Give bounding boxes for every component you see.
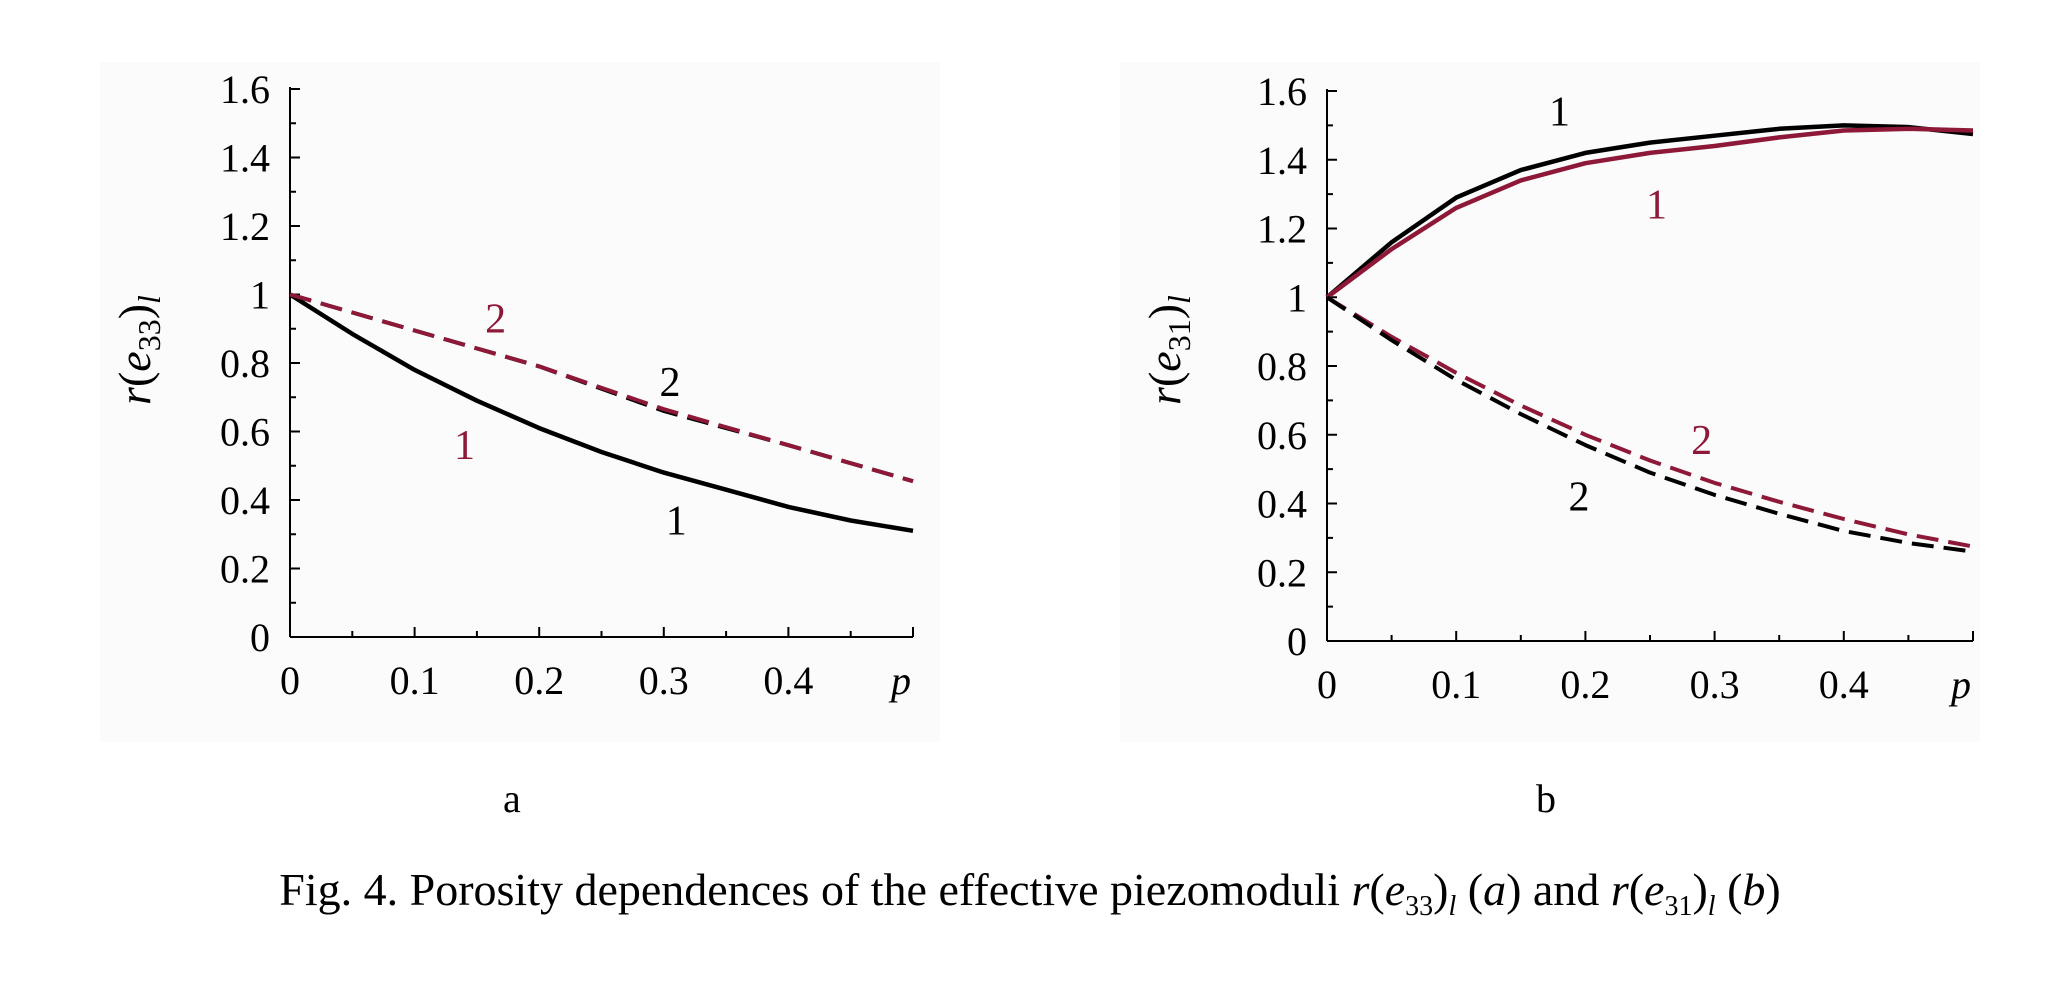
curve-annotation: 2 [1691,418,1712,464]
y-tick-label: 0 [1287,619,1307,664]
curve-annotation: 2 [660,360,681,406]
subfigure-label-a: a [503,776,521,821]
x-tick-label: 0.2 [1560,662,1610,707]
svg-text:r(e33)l: r(e33)l [109,295,167,405]
chart-panel-a: 0 0.2 0.4 0.6 0.8 1 1.2 1.4 1.6 0 0.1 0.2 0.3 0.4 p r(e… [109,67,914,703]
panel-a-background [100,62,940,742]
caption-symbol-b: r(e31)l [1610,864,1716,923]
y-tick-label: 0.6 [1257,413,1307,458]
x-tick-label: 0.2 [514,658,564,703]
x-tick-label: 0 [280,658,300,703]
y-tick-label: 0.4 [1257,482,1307,527]
figure-caption: Fig. 4. Porosity dependences of the effe… [279,864,1781,923]
x-tick-label: 0.3 [1690,662,1740,707]
x-tick-label: 0.1 [390,658,440,703]
y-tick-label: 1.4 [220,136,270,181]
curve-annotation: 1 [666,499,687,545]
y-tick-label: 1.2 [220,204,270,249]
x-axis-label: p [888,658,911,703]
y-tick-label: 0.6 [220,410,270,455]
y-tick-label: 0.8 [220,341,270,386]
curve-annotation: 2 [485,296,506,342]
curve-annotation: 2 [1568,475,1589,521]
subfigure-label-b: b [1536,776,1556,821]
series-line-2-dashed-2 [1325,295,1974,549]
series-line-1-solid-0 [288,292,914,534]
caption-symbol-a: r(e33)l [1351,864,1457,923]
caption-and: and [1532,864,1600,915]
y-axis-label: r(e31)l [1139,295,1197,405]
series-line-2-dashed-2 [289,292,914,484]
chart-panel-b: 0 0.2 0.4 0.6 0.8 1 1.2 1.4 1.6 0 0.1 0.2 0.3 0.4 p r(e… [1139,69,1974,707]
series-line-1-solid-0 [1325,123,1974,300]
y-tick-label: 1 [1287,275,1307,320]
caption-prefix: Fig. 4. Porosity dependences of the effe… [279,864,1340,915]
y-tick-label: 0.2 [1257,550,1307,595]
x-tick-label: 0.1 [1431,662,1481,707]
y-tick-label: 1.4 [1257,138,1307,183]
y-tick-label: 0.4 [220,478,270,523]
series-line-1-solid-1 [1325,126,1974,300]
curve-annotation: 1 [454,423,475,469]
panel-b-background [1120,62,1980,742]
x-tick-label: 0 [1317,662,1337,707]
x-tick-label: 0.3 [639,658,689,703]
y-tick-label: 1.6 [1257,69,1307,114]
series-line-2-dashed-3 [1325,295,1974,554]
y-axis-label: r(e33)l [109,295,167,405]
y-tick-label: 1.2 [1257,207,1307,252]
curve-annotation: 1 [1549,90,1570,136]
caption-a: a [1483,864,1507,915]
y-tick-label: 0.2 [220,547,270,592]
x-tick-label: 0.4 [1819,662,1869,707]
caption-b: b [1742,864,1766,915]
y-tick-label: 1.6 [220,67,270,112]
x-tick-label: 0.4 [763,658,813,703]
curve-annotation: 1 [1646,182,1667,228]
y-tick-label: 1 [250,273,270,318]
x-axis-label: p [1948,662,1971,707]
svg-text:r(e31)l: r(e31)l [1139,295,1197,405]
y-tick-label: 0.8 [1257,344,1307,389]
y-tick-label: 0 [250,615,270,660]
